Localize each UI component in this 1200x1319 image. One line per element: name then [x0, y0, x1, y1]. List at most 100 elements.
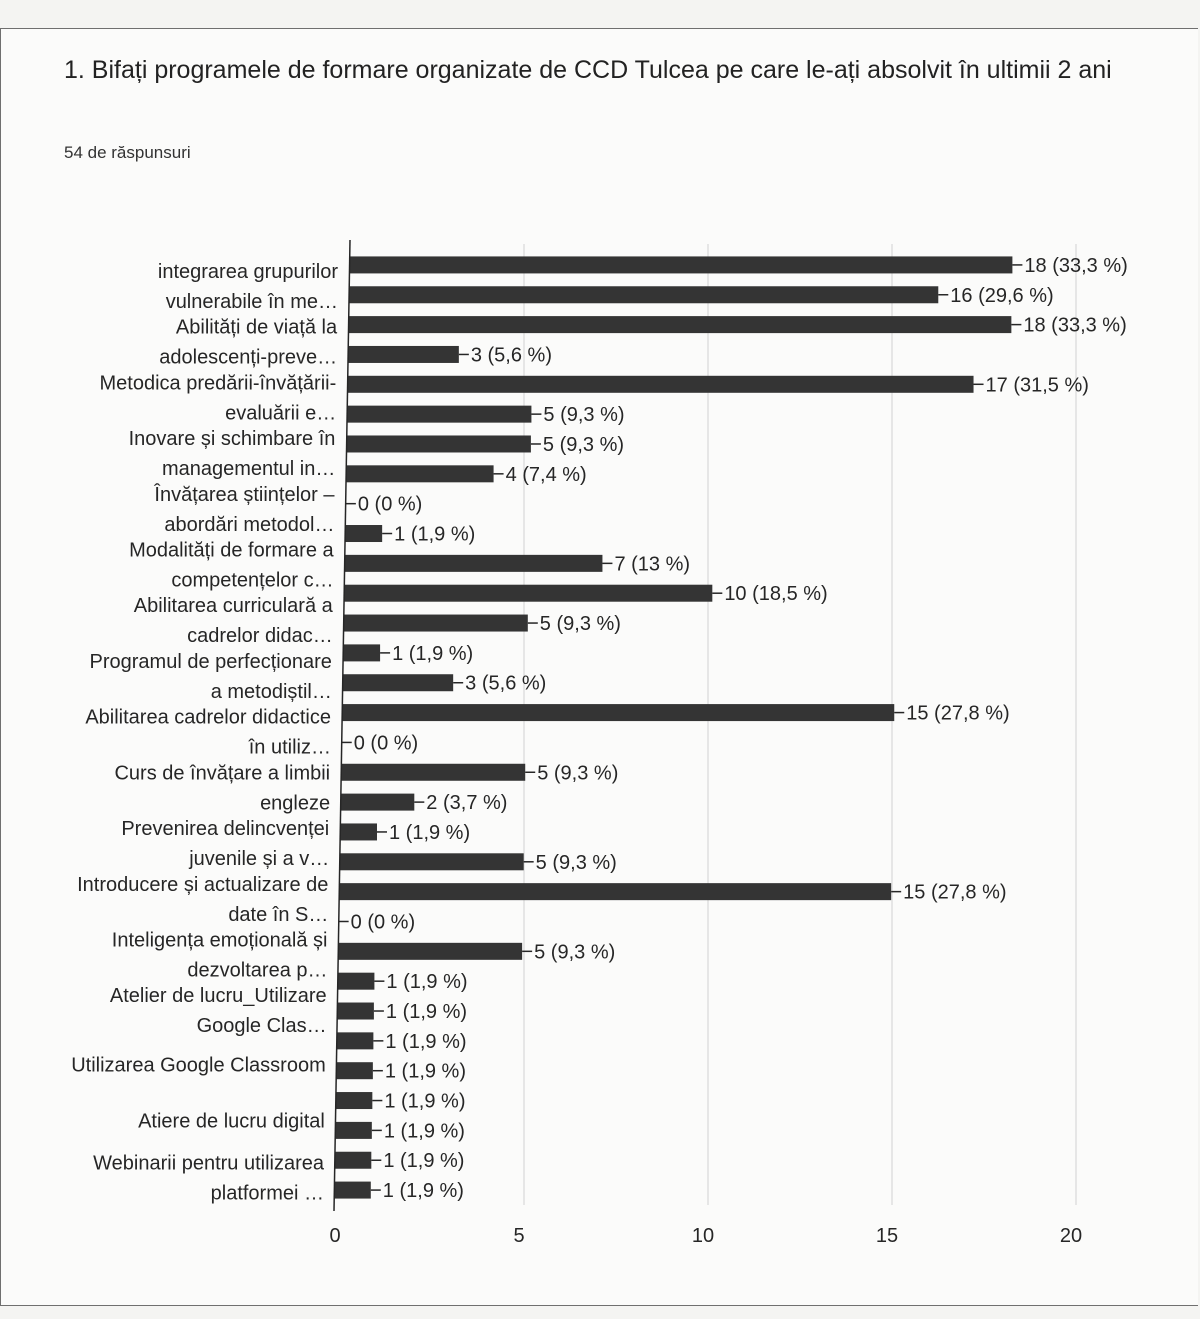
data-label: 15 (27,8 %)	[906, 703, 1009, 725]
category-labels: integrarea grupurilor vulnerabile în me… A…	[71, 261, 338, 1204]
category-label: evaluării e…	[225, 402, 336, 424]
category-label: Abilitarea curriculară a	[134, 595, 334, 617]
category-label: abordări metodol…	[164, 514, 334, 536]
data-label: 15 (27,8 %)	[903, 882, 1006, 904]
category-label: a metodiștil…	[211, 681, 332, 703]
bar	[348, 345, 459, 363]
bar	[342, 704, 895, 722]
question-title: 1. Bifați programele de formare organiza…	[64, 56, 1112, 84]
category-label: Abilități de viață la	[176, 317, 338, 339]
data-label: 1 (1,9 %)	[386, 1001, 467, 1023]
bar	[339, 853, 524, 871]
data-label: 5 (9,3 %)	[543, 404, 624, 426]
data-label: 2 (3,7 %)	[426, 792, 507, 814]
bar	[344, 584, 713, 602]
category-label: Învățarea științelor –	[153, 483, 335, 506]
category-axis-line	[333, 239, 351, 1212]
data-label: 1 (1,9 %)	[392, 643, 473, 665]
bar	[335, 1121, 372, 1139]
category-label: platformei …	[211, 1182, 324, 1204]
category-label: Modalități de formare a	[129, 540, 334, 562]
bar	[343, 644, 381, 662]
data-label: 10 (18,5 %)	[724, 583, 827, 605]
data-label: 1 (1,9 %)	[389, 822, 470, 844]
bar	[338, 942, 523, 960]
bar	[337, 972, 375, 990]
bar	[348, 316, 1012, 334]
data-label: 5 (9,3 %)	[534, 941, 615, 963]
bar	[347, 375, 974, 393]
category-label: Google Clas…	[197, 1015, 327, 1037]
category-label: engleze	[260, 792, 330, 814]
category-label: Curs de învățare a limbii	[114, 762, 330, 784]
data-label: 3 (5,6 %)	[465, 673, 546, 695]
data-label: 5 (9,3 %)	[543, 434, 624, 456]
data-label: 5 (9,3 %)	[536, 852, 617, 874]
bar	[345, 525, 383, 543]
data-label: 3 (5,6 %)	[471, 344, 552, 366]
category-label: Inovare și schimbare în	[129, 428, 336, 450]
category-label: adolescenți-preve…	[159, 347, 337, 369]
category-label: Atelier de lucru_Utilizare	[110, 985, 327, 1007]
tick-label-15: 15	[876, 1225, 898, 1247]
bar	[350, 256, 1013, 274]
value-axis: 0 5 10 15 20	[329, 239, 1082, 1247]
data-label: 18 (33,3 %)	[1024, 255, 1127, 277]
bars	[334, 256, 1013, 1199]
data-label: 7 (13 %)	[614, 553, 690, 575]
data-label: 1 (1,9 %)	[384, 1091, 465, 1113]
gridlines	[523, 244, 1077, 1205]
bar	[334, 1151, 372, 1169]
data-label: 1 (1,9 %)	[385, 1031, 466, 1053]
response-count: 54 de răspunsuri	[64, 143, 191, 162]
bar	[349, 286, 939, 304]
bar	[346, 435, 531, 453]
category-label: Abilitarea cadrelor didactice	[85, 707, 331, 729]
data-label: 1 (1,9 %)	[386, 971, 467, 993]
data-label: 1 (1,9 %)	[384, 1120, 465, 1142]
bar	[346, 465, 494, 483]
tick-label-10: 10	[692, 1225, 714, 1247]
bar	[341, 763, 526, 781]
category-label: Programul de perfecționare	[90, 651, 332, 673]
data-label: 5 (9,3 %)	[537, 762, 618, 784]
data-label: 0 (0 %)	[354, 732, 418, 754]
bar	[340, 793, 415, 811]
bar	[336, 1032, 374, 1050]
category-label: integrarea grupurilor	[158, 261, 338, 283]
bar	[343, 614, 528, 632]
bar	[342, 674, 454, 692]
data-label: 17 (31,5 %)	[986, 374, 1089, 396]
category-label: date în S…	[228, 904, 328, 926]
bar	[335, 1092, 373, 1110]
bar	[336, 1062, 373, 1080]
bar	[339, 883, 892, 901]
category-label: juvenile și a v…	[188, 848, 329, 870]
bar	[344, 554, 603, 572]
data-label: 1 (1,9 %)	[394, 524, 475, 546]
category-label: competențelor c…	[171, 570, 333, 592]
data-label: 5 (9,3 %)	[540, 613, 621, 635]
data-label: 1 (1,9 %)	[383, 1150, 464, 1172]
tick-label-5: 5	[513, 1225, 524, 1247]
category-label: în utiliz…	[248, 737, 331, 759]
data-label: 1 (1,9 %)	[385, 1061, 466, 1083]
tick-label-20: 20	[1060, 1225, 1082, 1247]
bar	[347, 405, 532, 423]
data-label: 4 (7,4 %)	[506, 464, 587, 486]
category-label: Webinarii pentru utilizarea	[93, 1152, 325, 1174]
category-label: managementul in…	[162, 458, 335, 480]
bar	[337, 1002, 374, 1020]
category-label: Prevenirea delincvenței	[121, 818, 329, 840]
category-label: dezvoltarea p…	[187, 959, 327, 981]
bar	[334, 1181, 371, 1199]
category-label: Atiere de lucru digital	[138, 1110, 325, 1132]
category-label: Metodica predării-învățării-	[99, 372, 336, 394]
category-label: cadrelor didac…	[187, 625, 333, 647]
tick-label-0: 0	[329, 1225, 340, 1247]
data-label: 16 (29,6 %)	[950, 285, 1053, 307]
data-label: 0 (0 %)	[358, 494, 422, 516]
chart-card	[0, 28, 1198, 1306]
data-label: 1 (1,9 %)	[383, 1180, 464, 1202]
